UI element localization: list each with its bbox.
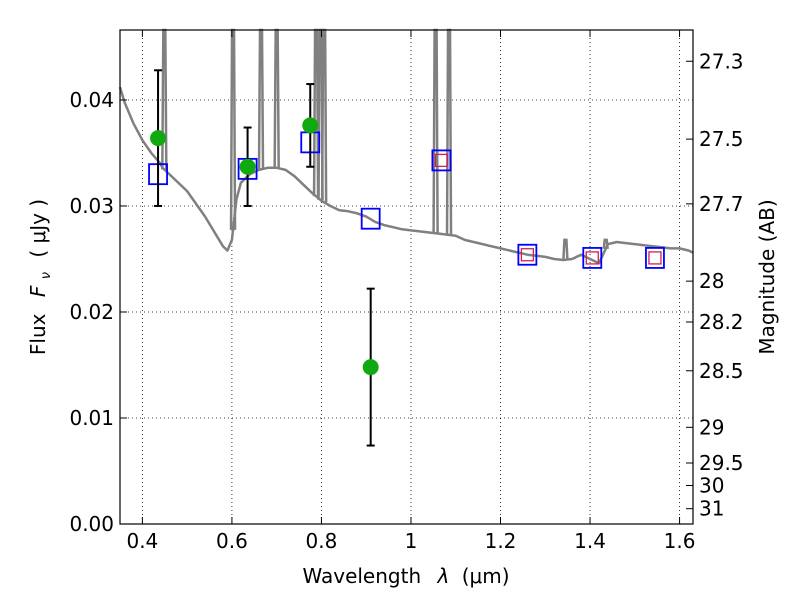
y2-tick-label: 27.7 bbox=[699, 192, 744, 216]
plot-frame bbox=[119, 29, 694, 525]
model-flux-inner-box bbox=[434, 153, 449, 168]
emission-line-spike bbox=[320, 28, 328, 203]
template-spectrum-line bbox=[118, 86, 694, 265]
x-axis-label-text: Wavelength bbox=[302, 564, 421, 588]
x-tick-label: 0.8 bbox=[306, 529, 338, 553]
model-flux-inner-box bbox=[648, 251, 662, 265]
grid-lines bbox=[120, 30, 693, 524]
y2-tick-label: 29 bbox=[699, 415, 724, 439]
y2-tick-label: 27.3 bbox=[699, 49, 744, 73]
y-tick-label: 0.03 bbox=[69, 194, 114, 218]
y-tick-label: 0.01 bbox=[69, 406, 114, 430]
x-tick-label: 1 bbox=[405, 529, 418, 553]
y2-axis-label: Magnitude (AB) bbox=[755, 199, 779, 354]
x-axis-label-unit: (μm) bbox=[462, 564, 510, 588]
y2-tick-label: 28.2 bbox=[699, 310, 744, 334]
model-flux-box bbox=[517, 243, 538, 266]
model-flux-box bbox=[431, 149, 452, 172]
model-photometry-layer bbox=[148, 131, 665, 269]
y2-tick-label: 30 bbox=[699, 474, 724, 498]
observed-flux-point bbox=[150, 130, 167, 147]
y-axis-label-symbol-sub: ν bbox=[39, 272, 54, 279]
emission-line-spike bbox=[273, 28, 280, 168]
observed-flux-point bbox=[239, 158, 256, 175]
x-tick-label: 0.6 bbox=[216, 529, 248, 553]
y2-tick-label: 28 bbox=[699, 269, 724, 293]
x-tick-label: 1.6 bbox=[664, 529, 696, 553]
y-tick-label: 0.04 bbox=[69, 88, 114, 112]
x-tick-label: 1.2 bbox=[485, 529, 517, 553]
template-spectrum-layer bbox=[118, 28, 694, 265]
model-flux-box bbox=[360, 207, 381, 230]
tick-labels: 0.4 0.6 0.8 1 1.2 1.4 1.6 0.00 0.01 0.02 0.03 0.04 2… bbox=[69, 49, 743, 553]
y-axis-label-symbol: F bbox=[26, 285, 50, 297]
observed-flux-point bbox=[302, 117, 319, 134]
model-flux-box bbox=[582, 247, 603, 269]
y2-tick-label: 29.5 bbox=[699, 451, 744, 475]
emission-line-spike bbox=[229, 28, 237, 230]
observed-flux-point bbox=[362, 359, 379, 376]
emission-line-spike bbox=[432, 28, 439, 234]
y2-tick-label: 28.5 bbox=[699, 359, 744, 383]
tick-marks bbox=[120, 30, 693, 525]
x-tick-label: 0.4 bbox=[126, 529, 158, 553]
y2-tick-label: 31 bbox=[699, 497, 724, 521]
x-tick-label: 1.4 bbox=[574, 529, 606, 553]
y-tick-label: 0.02 bbox=[69, 300, 114, 324]
x-axis-label-symbol: λ bbox=[437, 564, 450, 588]
model-flux-inner-box bbox=[520, 248, 535, 262]
model-flux-box bbox=[645, 247, 665, 269]
emission-line-spike bbox=[445, 28, 453, 235]
y-axis-label: Flux F ν ( μJy ) bbox=[26, 199, 55, 355]
observed-photometry-layer bbox=[150, 69, 379, 447]
emission-line-spike bbox=[602, 238, 609, 250]
y-axis-label-unit: ( μJy ) bbox=[26, 199, 50, 258]
y-axis-label-text: Flux bbox=[26, 313, 50, 355]
y2-tick-label: 27.5 bbox=[699, 127, 744, 151]
model-flux-inner-box bbox=[585, 251, 599, 265]
emission-line-spike bbox=[562, 238, 569, 260]
x-axis-label: Wavelength λ (μm) bbox=[302, 564, 509, 588]
emission-line-spike bbox=[257, 28, 265, 170]
y-tick-label: 0.00 bbox=[69, 512, 114, 536]
